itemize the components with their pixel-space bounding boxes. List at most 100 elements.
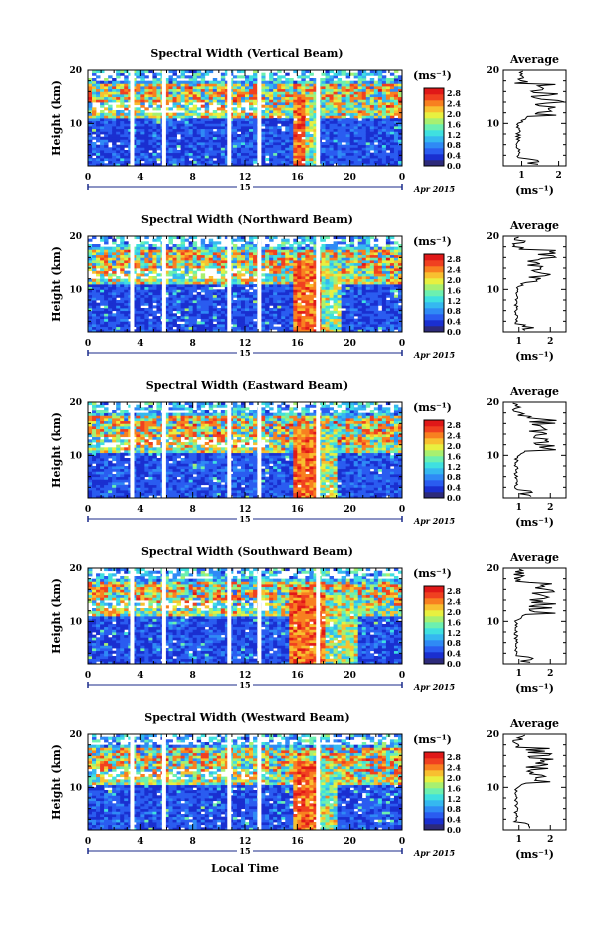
heatmap-cell	[116, 249, 121, 253]
heatmap-cell	[192, 91, 198, 95]
heatmap-cell	[333, 152, 338, 156]
heatmap-cell	[321, 292, 326, 296]
heatmap-cell	[192, 246, 198, 250]
heatmap-cell	[188, 88, 194, 92]
heatmap-cell	[253, 107, 258, 111]
heatmap-cell	[373, 72, 379, 76]
heatmap-cell	[277, 305, 282, 309]
heatmap-cell	[281, 284, 286, 288]
heatmap-cell	[220, 257, 226, 261]
heatmap-cell	[136, 115, 141, 119]
heatmap-cell	[373, 120, 379, 124]
heatmap-cell	[204, 155, 210, 159]
heatmap-cell	[313, 278, 318, 282]
heatmap-cell	[88, 321, 93, 325]
heatmap-cell	[100, 142, 105, 146]
heatmap-cell	[341, 326, 347, 330]
heatmap-cell	[108, 94, 113, 98]
heatmap-cell	[176, 249, 181, 253]
heatmap-cell	[236, 308, 242, 312]
heatmap-cell	[192, 139, 198, 143]
heatmap-cell	[245, 310, 250, 314]
heatmap-cell	[285, 88, 290, 92]
heatmap-cell	[329, 147, 334, 151]
heatmap-cell	[349, 244, 355, 248]
heatmap-cell	[204, 118, 210, 122]
heatmap-cell	[216, 134, 222, 138]
heatmap-cell	[188, 324, 194, 328]
heatmap-cell	[325, 260, 330, 264]
heatmap-cell	[377, 107, 383, 111]
heatmap-cell	[305, 326, 310, 330]
heatmap-cell	[144, 252, 149, 256]
heatmap-cell	[148, 83, 153, 87]
heatmap-cell	[345, 262, 351, 266]
heatmap-cell	[281, 257, 286, 261]
heatmap-cell	[212, 160, 218, 164]
heatmap-cell	[140, 126, 145, 130]
heatmap-cell	[341, 300, 347, 304]
heatmap-cell	[293, 104, 298, 108]
heatmap-cell	[184, 131, 190, 135]
heatmap-cell	[261, 302, 266, 306]
heatmap-cell	[96, 292, 101, 296]
heatmap-cell	[152, 158, 157, 162]
heatmap-cell	[100, 273, 105, 277]
heatmap-cell	[309, 80, 314, 84]
heatmap-cell	[341, 252, 347, 256]
heatmap-cell	[253, 284, 258, 288]
heatmap-cell	[132, 294, 137, 298]
heatmap-cell	[96, 262, 101, 266]
heatmap-cell	[236, 86, 242, 90]
heatmap-cell	[285, 152, 290, 156]
heatmap-cell	[104, 308, 109, 312]
heatmap-cell	[132, 163, 137, 167]
heatmap-cell	[108, 284, 113, 288]
heatmap-cell	[216, 131, 222, 135]
heatmap-cell	[357, 144, 363, 148]
heatmap-cell	[236, 158, 242, 162]
heatmap-cell	[172, 134, 177, 138]
heatmap-cell	[333, 326, 338, 330]
heatmap-cell	[168, 249, 173, 253]
heatmap-cell	[269, 86, 274, 90]
heatmap-cell	[188, 139, 194, 143]
heatmap-cell	[220, 88, 226, 92]
heatmap-cell	[281, 329, 286, 333]
heatmap-cell	[297, 112, 302, 116]
heatmap-cell	[116, 94, 121, 98]
heatmap-cell	[204, 302, 210, 306]
heatmap-cell	[164, 260, 169, 264]
heatmap-cell	[144, 107, 149, 111]
heatmap-cell	[305, 252, 310, 256]
heatmap-cell	[152, 155, 157, 159]
heatmap-cell	[277, 321, 282, 325]
heatmap-cell	[196, 249, 202, 253]
heatmap-cell	[297, 305, 302, 309]
heatmap-cell	[389, 152, 395, 156]
heatmap-cell	[373, 88, 379, 92]
heatmap-cell	[357, 147, 363, 151]
heatmap-cell	[337, 102, 343, 106]
heatmap-cell	[152, 128, 157, 132]
heatmap-cell	[168, 294, 173, 298]
heatmap-cell	[184, 155, 190, 159]
heatmap-cell	[365, 118, 371, 122]
heatmap-cell	[305, 294, 310, 298]
heatmap-cell	[224, 144, 230, 148]
heatmap-cell	[172, 150, 177, 154]
heatmap-cell	[196, 131, 202, 135]
heatmap-cell	[357, 252, 363, 256]
heatmap-cell	[152, 123, 157, 127]
heatmap-cell	[232, 278, 238, 282]
heatmap-cell	[265, 112, 270, 116]
heatmap-cell	[200, 318, 206, 322]
heatmap-cell	[184, 249, 190, 253]
heatmap-cell	[325, 244, 330, 248]
heatmap-cell	[321, 310, 326, 314]
heatmap-cell	[357, 262, 363, 266]
heatmap-cell	[293, 102, 298, 106]
heatmap-cell	[184, 86, 190, 90]
heatmap-cell	[152, 102, 157, 106]
heatmap-cell	[104, 257, 109, 261]
